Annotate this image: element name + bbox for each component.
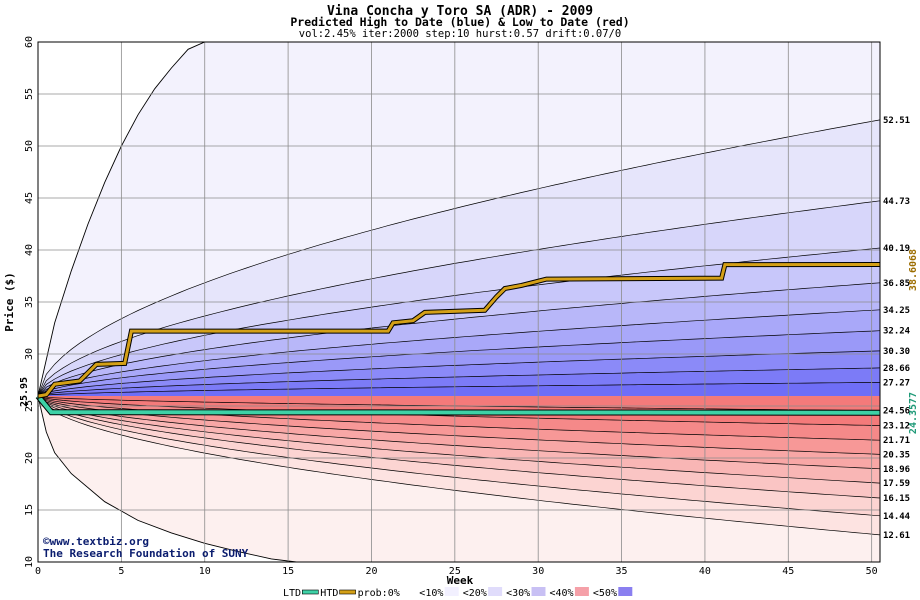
chart-title: Vina Concha y Toro SA (ADR) - 2009 [327,4,593,19]
legend-label: <50% [593,588,617,599]
y-tick-label: 25 [24,400,35,412]
x-axis-label: Week [447,574,474,587]
y-tick-label: 50 [24,140,35,152]
y-axis-label: Price ($) [3,272,16,332]
band-boundary-line [37,382,881,397]
htd-value-label: 38.6068 [908,249,919,291]
right-level-label: 14.44 [883,512,911,522]
right-level-label: 17.59 [883,479,910,489]
legend-swatch [301,589,319,595]
x-tick-label: 15 [282,566,294,577]
legend-swatch [574,587,589,596]
plot-frame [37,41,881,563]
y-tick-label: 10 [24,556,35,568]
right-level-label: 40.19 [883,244,910,254]
right-level-labels: 52.51 44.73 40.19 36.85 34.25 32.24 30.30 28.66… [883,116,911,541]
x-tick-label: 45 [782,566,794,577]
band-boundary-line [37,395,881,499]
legend-label: <20% [463,588,487,599]
legend-swatch [401,587,416,596]
band-boundary-line [37,350,881,397]
start-price-label: 25.95 [19,377,30,407]
plot-area [35,41,881,563]
legend-swatch [531,587,546,596]
right-level-label: 27.27 [883,378,910,388]
legend-swatch [444,587,459,596]
band-boundary-line [37,330,881,397]
right-level-label: 52.51 [883,116,910,126]
chart-params: vol:2.45% iter:2000 step:10 hurst:0.57 d… [299,28,621,40]
right-level-label: 30.30 [883,347,910,357]
y-tick-label: 30 [24,348,35,360]
y-tick-label: 60 [24,36,35,48]
y-tick-label: 45 [24,192,35,204]
right-level-label: 34.25 [883,306,910,316]
legend: LTD HTD prob:0% <10% <20% <30% <40% <50% [283,587,633,599]
band-boundary-line [37,395,881,455]
legend-swatch [488,587,503,596]
right-level-label: 23.12 [883,422,910,432]
axis-ticks: 0 5 10 15 20 25 30 35 40 45 50 10 15 20 25 30 35 40 45 50 55… [24,36,878,577]
y-tick-label: 55 [24,88,35,100]
band-boundary-line [37,395,881,484]
x-tick-label: 5 [118,566,124,577]
x-tick-label: 0 [35,566,41,577]
right-level-label: 16.15 [883,494,910,504]
x-tick-label: 40 [699,566,711,577]
legend-label: <10% [419,588,443,599]
right-level-label: 24.56 [883,407,910,417]
right-level-label: 32.24 [883,327,911,337]
right-level-label: 20.35 [883,450,910,460]
right-level-label: 21.71 [883,436,910,446]
high-envelope-line [37,41,239,397]
band-boundary-line [37,395,881,426]
y-tick-label: 15 [24,504,35,516]
band-boundary-line [37,200,881,397]
legend-label: <40% [550,588,574,599]
band-boundary-line [37,395,881,470]
right-level-label: 44.73 [883,197,910,207]
watermark-line1: ©www.textbiz.org [43,535,149,548]
x-tick-label: 10 [199,566,211,577]
band-boundary-line [37,395,881,536]
x-tick-label: 30 [532,566,544,577]
band-boundary-line [37,395,881,517]
y-tick-label: 40 [24,244,35,256]
y-tick-label: 35 [24,296,35,308]
right-level-label: 36.85 [883,279,910,289]
legend-label: <30% [506,588,530,599]
right-level-label: 12.61 [883,531,910,541]
y-tick-label: 20 [24,452,35,464]
low-envelope-line [37,395,297,563]
ltd-value-label: 24.3577 [908,392,919,434]
blue-band [38,382,880,397]
chart-subtitle: Predicted High to Date (blue) & Low to D… [290,15,629,29]
watermark-line2: The Research Foundation of SUNY [43,547,249,560]
htd-line [37,263,881,398]
band-boundary-line [37,309,881,397]
legend-label: prob:0% [358,588,400,599]
right-level-label: 28.66 [883,364,910,374]
legend-swatch [618,587,633,596]
x-tick-label: 25 [449,566,461,577]
x-tick-label: 50 [866,566,878,577]
legend-label: LTD [283,588,301,599]
right-level-label: 18.96 [883,465,910,475]
band-boundary-line [37,367,881,397]
legend-label: HTD [320,588,338,599]
x-tick-label: 35 [616,566,628,577]
ltd-line [36,394,881,415]
x-tick-label: 20 [365,566,377,577]
legend-swatch [339,589,356,595]
